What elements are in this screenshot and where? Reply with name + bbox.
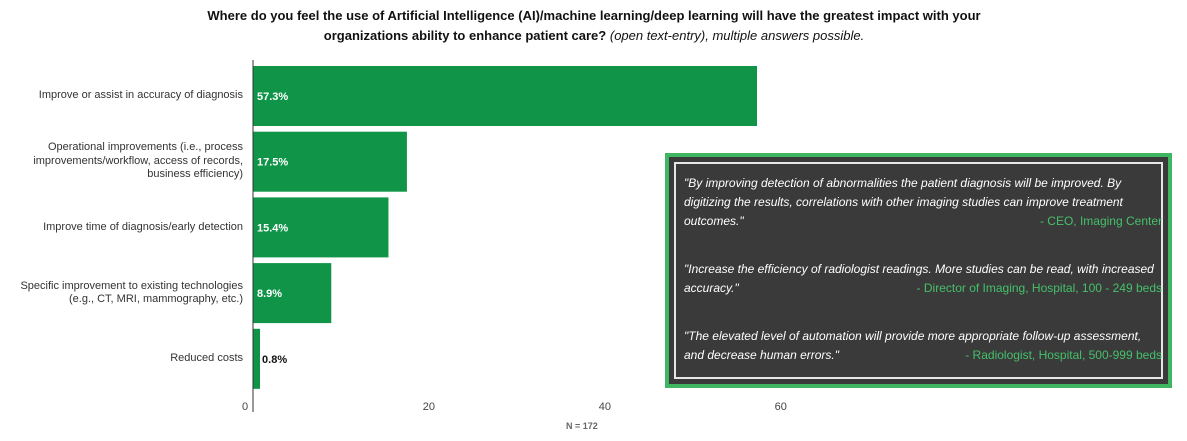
x-tick-label-40: 40 xyxy=(599,401,611,413)
category-label-line: Improve or assist in accuracy of diagnos… xyxy=(38,89,243,102)
quote-3-text: "The elevated level of automation will p… xyxy=(684,329,1142,362)
data-label-5: 0.8% xyxy=(262,354,287,366)
category-label-line: (e.g., CT, MRI, mammography, etc.) xyxy=(68,293,243,306)
category-label-4: Specific improvement to existing technol… xyxy=(3,280,243,307)
data-label-3: 15.4% xyxy=(257,222,288,234)
data-label-2: 17.5% xyxy=(257,157,288,169)
quote-panel: "By improving detection of abnormalities… xyxy=(665,153,1172,388)
x-tick-label-60: 60 xyxy=(775,401,787,413)
data-label-1: 57.3% xyxy=(257,91,288,103)
category-label-line: Improve time of diagnosis/early detectio… xyxy=(43,220,243,233)
bar-2 xyxy=(253,131,407,192)
category-label-3: Improve time of diagnosis/early detectio… xyxy=(3,221,243,235)
quote-1-attribution: - CEO, Imaging Center xyxy=(1039,214,1162,228)
category-label-line: Specific improvement to existing technol… xyxy=(20,279,243,292)
quote-1-text: "By improving detection of abnormalities… xyxy=(684,176,1123,228)
quote-2: "Increase the efficiency of radiologist … xyxy=(684,260,1162,298)
x-tick-label-20: 20 xyxy=(423,401,435,413)
quote-3: "The elevated level of automation will p… xyxy=(684,327,1162,365)
quote-1: "By improving detection of abnormalities… xyxy=(684,174,1162,231)
category-label-1: Improve or assist in accuracy of diagnos… xyxy=(3,89,243,103)
x-tick-label-0: 0 xyxy=(242,401,248,413)
data-label-4: 8.9% xyxy=(257,288,282,300)
bar-5 xyxy=(253,328,261,389)
bar-4 xyxy=(253,263,332,324)
sample-size-note: N = 172 xyxy=(566,421,598,431)
category-label-line: improvements/workflow, access of records… xyxy=(33,154,243,167)
category-label-5: Reduced costs xyxy=(3,352,243,366)
category-label-line: Reduced costs xyxy=(170,352,243,365)
category-label-2: Operational improvements (i.e., process i… xyxy=(3,141,243,182)
chart-title-main: Where do you feel the use of Artificial … xyxy=(207,8,981,43)
chart-title-suffix: (open text-entry), multiple answers poss… xyxy=(609,28,865,43)
quote-3-attribution: - Radiologist, Hospital, 500-999 beds xyxy=(965,348,1162,362)
quote-2-text: "Increase the efficiency of radiologist … xyxy=(684,262,1154,295)
quote-2-attribution: - Director of Imaging, Hospital, 100 - 2… xyxy=(916,281,1162,295)
category-label-line: Operational improvements (i.e., process xyxy=(47,141,243,154)
quote-panel-inner-border: "By improving detection of abnormalities… xyxy=(674,162,1163,379)
bar-1 xyxy=(253,66,757,126)
bar-3 xyxy=(253,197,389,258)
chart-title: Where do you feel the use of Artificial … xyxy=(180,6,1008,46)
category-label-line: business efficiency) xyxy=(147,168,243,181)
